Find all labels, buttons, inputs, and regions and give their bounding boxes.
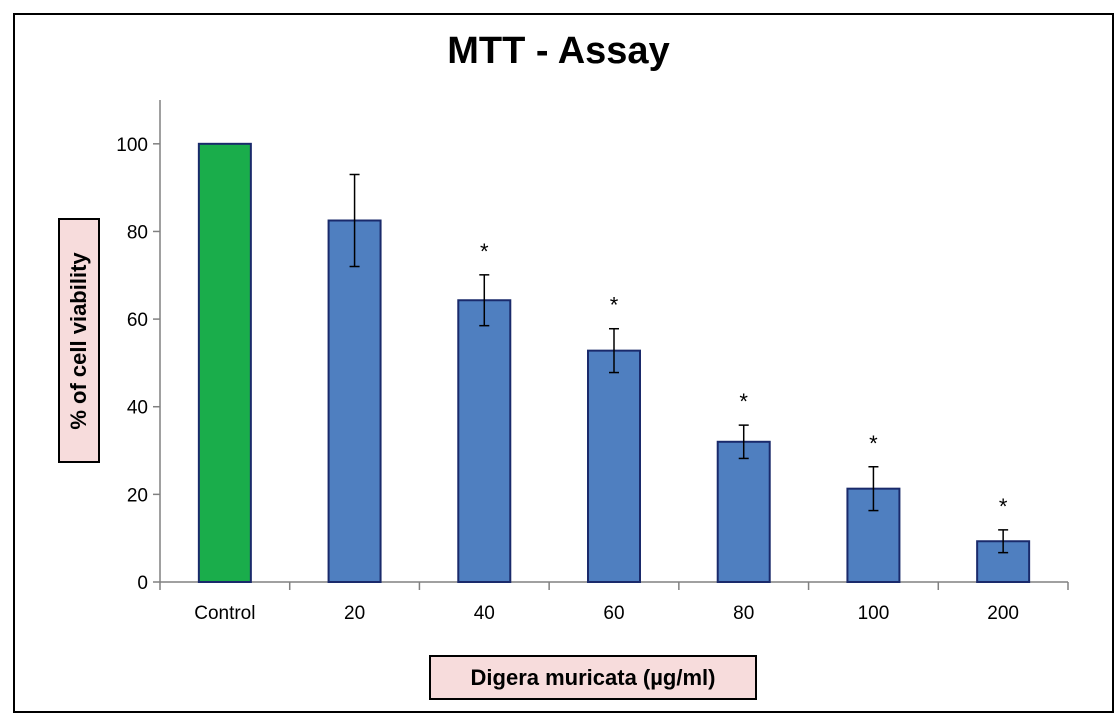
- y-tick-label: 60: [127, 310, 148, 331]
- x-tick-label: 20: [344, 603, 365, 624]
- significance-marker: *: [869, 431, 878, 456]
- x-tick-label: 60: [603, 603, 624, 624]
- bars: [197, 142, 1031, 584]
- x-tick-label: 40: [474, 603, 495, 624]
- y-axis-label: % of cell viability: [66, 251, 91, 430]
- y-tick-label: 20: [127, 485, 148, 506]
- y-tick-label: 80: [127, 222, 148, 243]
- x-tick-label: 200: [987, 603, 1019, 624]
- significance-marker: *: [480, 239, 489, 264]
- bar: [197, 142, 252, 583]
- significance-marker: *: [610, 293, 619, 318]
- bar: [457, 299, 512, 583]
- bar: [327, 219, 382, 583]
- bar: [716, 440, 771, 584]
- chart-title: MTT - Assay: [447, 30, 670, 72]
- tick-labels: 0 20 40 60 80 100 Control 20 * 40 * 60 * 80 * 100 * 200: [116, 135, 1019, 624]
- x-tick-label: Control: [194, 603, 255, 624]
- x-axis-label-box: Digera muricata (µg/ml): [429, 655, 757, 700]
- bar: [587, 349, 641, 584]
- y-tick-label: 0: [137, 573, 148, 594]
- x-tick-label: 80: [733, 603, 754, 624]
- significance-marker: *: [739, 389, 748, 414]
- y-tick-label: 40: [127, 398, 148, 419]
- x-tick-label: 100: [858, 603, 890, 624]
- y-axis-label-box: % of cell viability: [58, 218, 100, 463]
- chart-frame: [13, 13, 1114, 713]
- x-axis-label: Digera muricata (µg/ml): [470, 664, 716, 690]
- y-tick-label: 100: [116, 135, 148, 156]
- significance-marker: *: [999, 494, 1008, 519]
